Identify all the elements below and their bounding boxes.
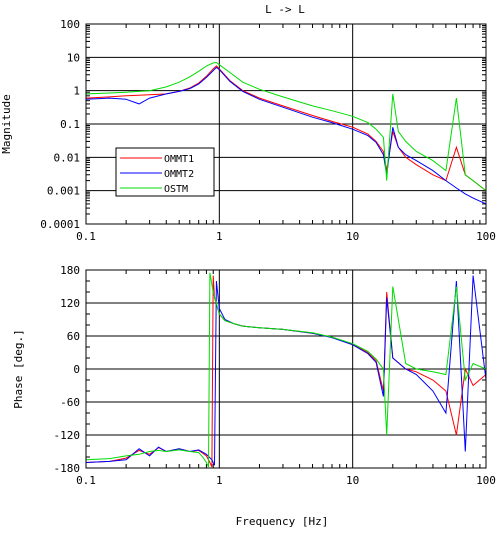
x-tick-label: 0.1 (76, 230, 96, 243)
legend-label-ostm: OSTM (164, 184, 188, 195)
series-line-ostm (86, 61, 486, 192)
legend-label-ommt2: OMMT2 (164, 169, 194, 180)
x-tick-label: 100 (476, 474, 496, 487)
x-axis-title: Frequency [Hz] (236, 515, 329, 528)
y-tick-label: 0 (73, 363, 80, 376)
y-tick-label: 180 (60, 264, 80, 277)
y-axis-title: Phase [deg.] (12, 329, 25, 408)
y-tick-label: 1 (73, 85, 80, 98)
x-tick-label: 10 (346, 474, 359, 487)
y-tick-label: 60 (67, 330, 80, 343)
legend-label-ommt1: OMMT1 (164, 154, 194, 165)
y-axis-title: Magnitude (0, 94, 13, 154)
chart-title: L -> L (265, 3, 305, 16)
x-tick-label: 0.1 (76, 474, 96, 487)
y-tick-label: -60 (60, 396, 80, 409)
y-tick-label: 0.001 (47, 185, 80, 198)
y-tick-label: -180 (54, 462, 81, 475)
y-tick-label: 100 (60, 18, 80, 31)
y-tick-label: 0.0001 (40, 218, 80, 231)
y-tick-label: 120 (60, 297, 80, 310)
x-tick-label: 100 (476, 230, 496, 243)
series-line-ommt2 (86, 66, 486, 205)
y-tick-label: 0.01 (54, 151, 81, 164)
phase-plot: 0.1 1 10 100 180 120 60 0 -60 -120 -180 Phase [deg.… (12, 264, 496, 487)
x-tick-label: 1 (216, 230, 223, 243)
series-line-ostm (86, 272, 486, 468)
y-tick-label: 10 (67, 51, 80, 64)
magnitude-plot: 0.1 1 10 100 0.0001 0.001 0.01 0.1 1 10 100 Magnitu… (0, 18, 496, 243)
x-tick-label: 10 (346, 230, 359, 243)
y-tick-label: -120 (54, 429, 81, 442)
plot-frame (85, 23, 487, 225)
x-tick-label: 1 (216, 474, 223, 487)
y-tick-label: 0.1 (60, 118, 80, 131)
plot-frame (85, 269, 487, 469)
